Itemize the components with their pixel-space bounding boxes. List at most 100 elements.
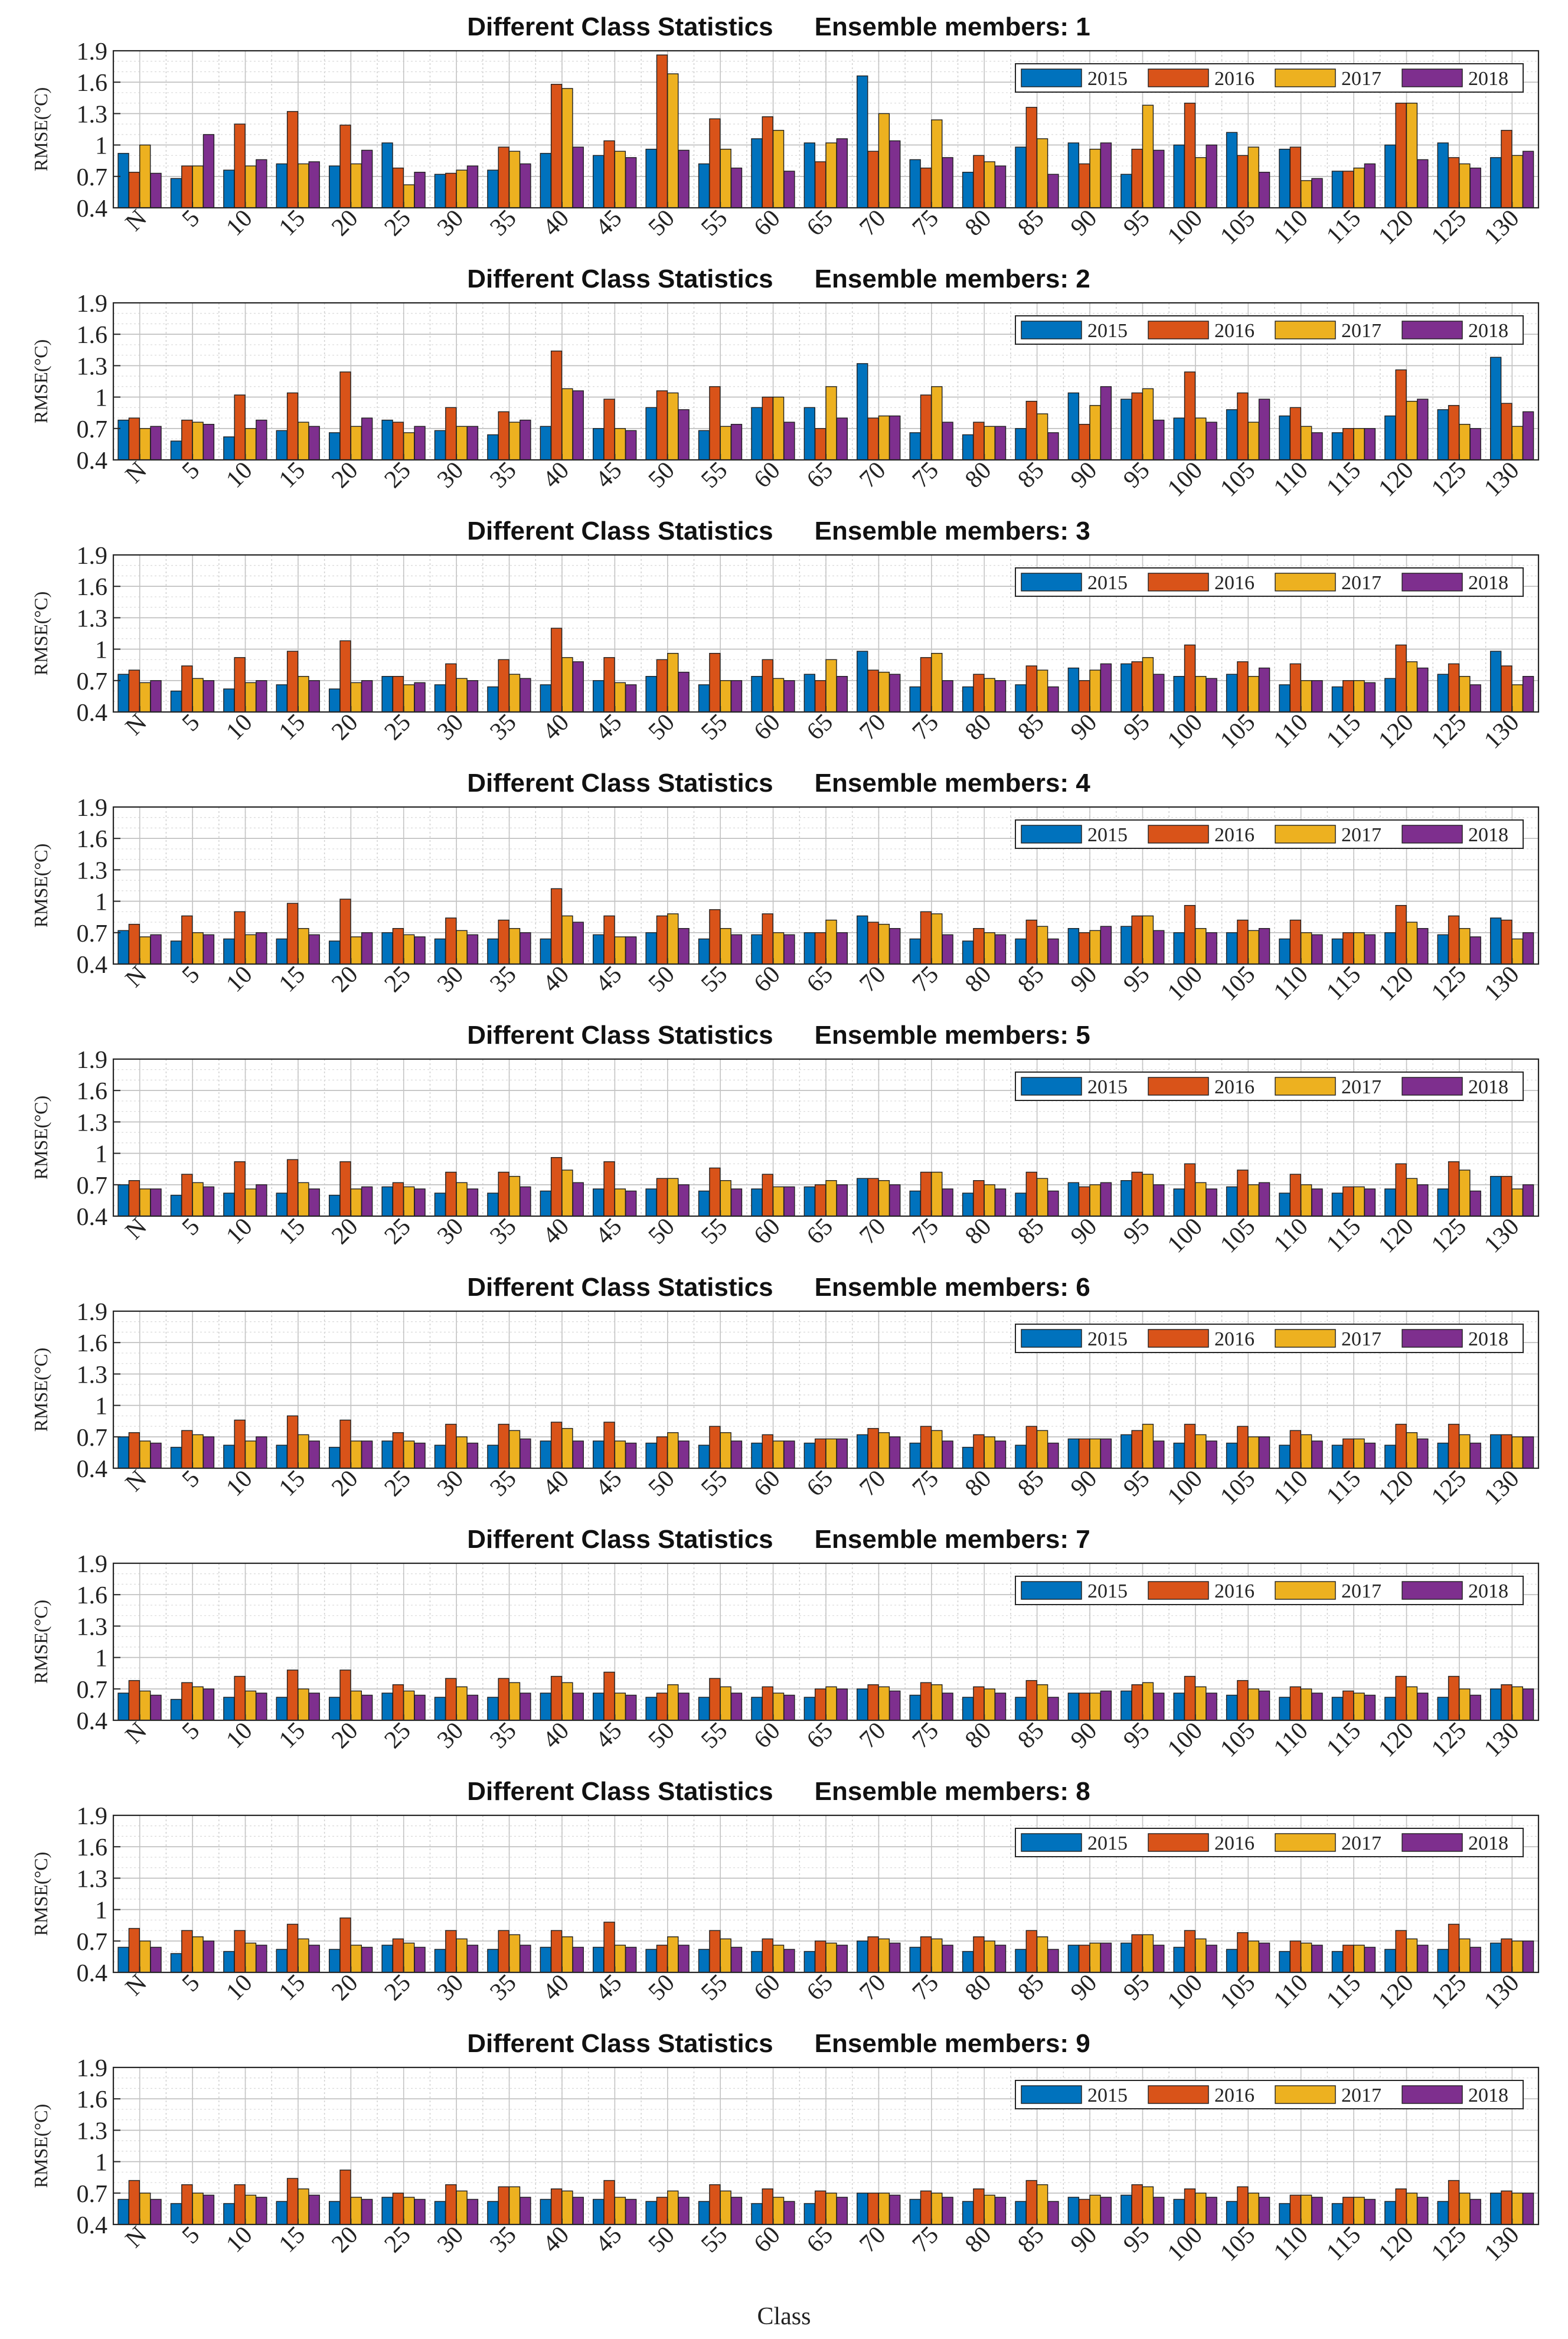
bar-2017-10 [244, 2194, 257, 2225]
panel-title: Different Class Statistics Ensemble membe… [467, 1525, 1090, 1554]
x-tick-label-115: 115 [1321, 1465, 1366, 1510]
bar-2015-55 [698, 1190, 710, 1217]
bar-2015-125 [1437, 409, 1449, 460]
bar-2018-60 [783, 1186, 795, 1217]
bar-2016-125 [1448, 157, 1460, 208]
bar-2015-10 [223, 1193, 235, 1217]
bar-2015-50 [645, 407, 657, 460]
y-tick-label: 1 [95, 133, 107, 160]
bar-2016-N [128, 923, 141, 965]
bar-2017-40 [561, 1936, 573, 1973]
x-tick-label-115: 115 [1321, 1213, 1366, 1258]
bar-2015-45 [593, 1440, 605, 1469]
bar-2017-15 [298, 928, 309, 965]
bar-2016-75 [920, 394, 932, 460]
bar-2016-25 [392, 1182, 404, 1217]
bar-2015-115 [1331, 1445, 1344, 1469]
bar-2016-95 [1131, 1684, 1143, 1721]
x-tick-label-65: 65 [802, 709, 838, 746]
x-tick-label-125: 125 [1426, 709, 1472, 754]
legend-label-2018: 2018 [1468, 1832, 1508, 1854]
bar-2016-50 [656, 390, 668, 460]
legend-label-2016: 2016 [1214, 824, 1255, 846]
panel-title-main: Different Class Statistics [467, 264, 773, 293]
bar-2018-25 [414, 2198, 426, 2225]
bar-2015-105 [1226, 1442, 1238, 1469]
bar-2015-65 [803, 1697, 815, 1721]
bar-2018-5 [202, 934, 215, 965]
bar-2015-40 [540, 1693, 551, 1721]
bar-2018-85 [1047, 1190, 1059, 1217]
bar-2016-90 [1079, 1438, 1090, 1469]
bar-2016-95 [1131, 1934, 1143, 1973]
x-tick-label-130: 130 [1479, 1465, 1524, 1511]
x-tick-label-125: 125 [1426, 1717, 1472, 1763]
y-axis-label: RMSE(°C) [30, 2104, 51, 2188]
bar-2017-60 [772, 932, 785, 965]
x-tick-label-40: 40 [538, 961, 574, 998]
bar-2018-90 [1100, 1942, 1112, 1973]
bar-2018-80 [994, 1188, 1007, 1217]
legend-swatch-2015 [1021, 321, 1082, 339]
bar-2018-75 [942, 1440, 953, 1469]
y-tick-label: 0.7 [77, 164, 108, 191]
bar-2015-100 [1173, 932, 1185, 965]
x-tick-label-95: 95 [1118, 1969, 1155, 2006]
x-tick-label-95: 95 [1118, 205, 1155, 241]
bar-2016-N [128, 1680, 141, 1721]
legend-label-2018: 2018 [1468, 824, 1508, 846]
bar-2015-5 [170, 1953, 182, 1973]
x-tick-label-40: 40 [538, 1465, 574, 1502]
bar-2017-35 [508, 1175, 521, 1217]
panel-title-ensemble: Ensemble members: 9 [815, 2029, 1090, 2058]
legend-label-2016: 2016 [1214, 572, 1255, 594]
x-tick-label-90: 90 [1066, 1213, 1102, 1250]
bar-2015-15 [276, 1193, 288, 1217]
bar-2018-20 [361, 149, 373, 208]
bar-2018-40 [572, 1182, 584, 1217]
bar-2017-55 [720, 1432, 731, 1469]
x-tick-label-95: 95 [1118, 1465, 1155, 1502]
bar-2018-40 [572, 1693, 584, 1721]
bar-2015-125 [1437, 1949, 1449, 1973]
bar-2015-90 [1067, 1182, 1080, 1217]
legend-label-2016: 2016 [1214, 1580, 1255, 1602]
bar-2016-115 [1342, 680, 1354, 713]
legend-swatch-2015 [1021, 825, 1082, 844]
bar-2016-75 [920, 167, 932, 208]
bar-2016-15 [286, 651, 299, 713]
bar-2017-35 [508, 422, 521, 460]
bar-2018-45 [625, 2198, 637, 2225]
bar-2017-110 [1300, 932, 1312, 965]
bar-2015-65 [803, 932, 815, 965]
bar-2016-85 [1025, 1930, 1037, 1973]
x-tick-label-120: 120 [1373, 457, 1419, 502]
bar-2015-40 [540, 1440, 551, 1469]
bar-2015-55 [698, 163, 710, 208]
bar-2015-85 [1015, 938, 1027, 965]
bar-2017-115 [1353, 1693, 1365, 1721]
x-tick-label-15: 15 [274, 1969, 311, 2006]
bar-2017-50 [667, 1684, 679, 1721]
bar-2015-5 [170, 1194, 182, 1217]
bar-2015-105 [1226, 1949, 1238, 1973]
bar-2016-70 [867, 669, 879, 713]
x-tick-label-70: 70 [854, 1213, 891, 1250]
bar-2016-50 [656, 1945, 668, 1973]
bar-2017-50 [667, 73, 679, 208]
bar-2018-50 [678, 409, 690, 460]
x-tick-label-10: 10 [221, 1969, 257, 2006]
bar-2017-65 [825, 919, 837, 965]
bar-2018-35 [520, 932, 531, 965]
x-tick-label-10: 10 [221, 205, 257, 241]
legend-swatch-2015 [1021, 573, 1082, 592]
bar-2016-115 [1342, 1186, 1354, 1217]
bar-2017-85 [1036, 1936, 1048, 1973]
bar-2015-110 [1279, 2203, 1291, 2225]
bar-2018-80 [994, 2197, 1007, 2225]
bar-2018-125 [1469, 684, 1481, 713]
bar-2018-65 [836, 1688, 848, 1721]
bar-2016-45 [603, 1422, 615, 1469]
y-tick-label: 1.9 [77, 1551, 108, 1578]
x-tick-label-35: 35 [485, 1465, 521, 1502]
